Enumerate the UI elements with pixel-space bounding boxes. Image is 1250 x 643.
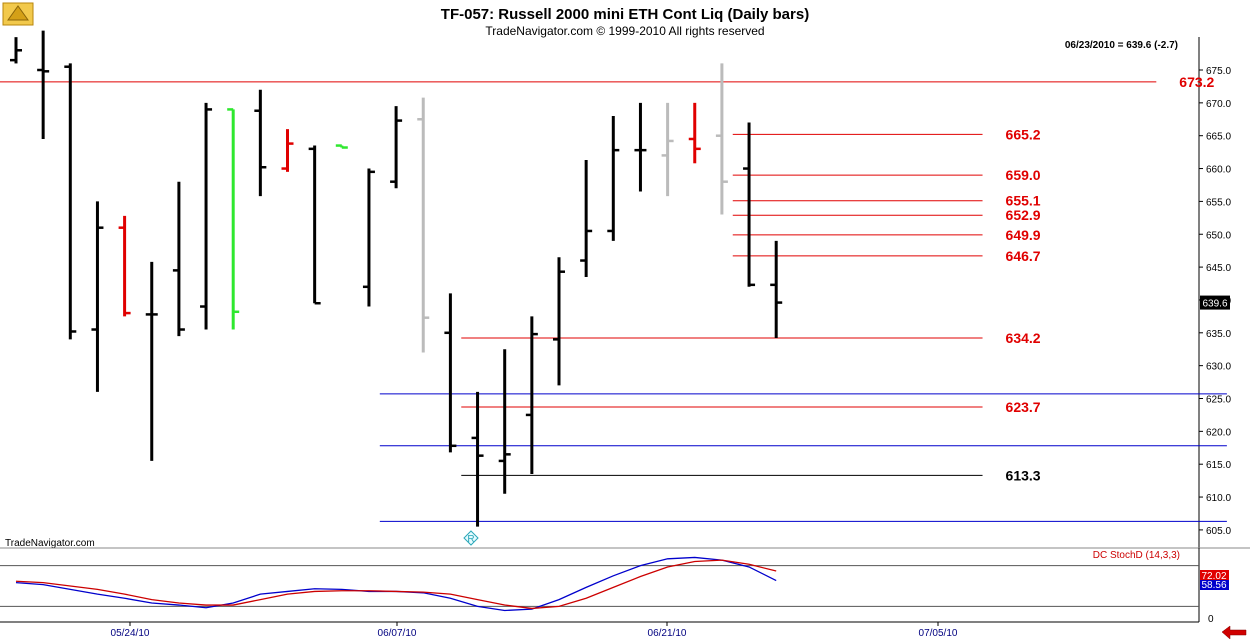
ohlc-bar [37, 30, 50, 139]
ohlc-bar [172, 181, 185, 337]
level-label: 652.9 [1006, 207, 1041, 223]
ohlc-bar [553, 257, 565, 386]
ohlc-bar [444, 293, 457, 453]
ohlc-bar [607, 115, 620, 241]
y-tick-label: 605.0 [1206, 526, 1231, 537]
ohlc-bar [743, 122, 756, 287]
ohlc-bar [200, 102, 213, 330]
ohlc-bar [254, 89, 267, 197]
y-tick-label: 625.0 [1206, 395, 1231, 406]
ohlc-bar [634, 102, 647, 192]
indicator-value-tags: 72.02 58.56 [1200, 570, 1229, 591]
stochastic-indicator [0, 556, 1199, 612]
chart-title: TF-057: Russell 2000 mini ETH Cont Liq (… [441, 6, 809, 23]
indicator-scale-zero: 0 [1208, 614, 1214, 625]
y-tick-label: 645.0 [1206, 263, 1231, 274]
ohlc-bar [335, 144, 348, 149]
ohlc-bar [91, 201, 104, 392]
chart-subtitle: TradeNavigator.com © 1999-2010 All right… [485, 24, 764, 38]
x-axis-labels: 05/24/10 06/07/10 06/21/10 07/05/10 [111, 622, 958, 639]
y-tick-label: 635.0 [1206, 329, 1231, 340]
y-tick-label: 660.0 [1206, 165, 1231, 176]
ohlc-bar [362, 168, 375, 307]
last-price-tag: 639.6 [1200, 295, 1230, 310]
level-label: 673.2 [1179, 74, 1214, 90]
y-tick-label: 675.0 [1206, 66, 1231, 77]
ohlc-bar [525, 316, 538, 475]
y-tick-label: 655.0 [1206, 197, 1231, 208]
level-label: 634.2 [1006, 330, 1041, 346]
ohlc-bar [118, 215, 131, 317]
level-label: 649.9 [1006, 227, 1041, 243]
price-bars [10, 30, 783, 527]
logo-icon [2, 2, 34, 26]
ohlc-bar [770, 240, 783, 339]
x-tick-label: 06/07/10 [378, 628, 417, 639]
level-label: 613.3 [1006, 467, 1041, 483]
ohlc-bar [661, 102, 674, 197]
level-label: 659.0 [1006, 167, 1041, 183]
indicator-series-line [15, 559, 777, 610]
indicator-value-1: 72.02 [1201, 571, 1226, 582]
ohlc-bar [390, 106, 403, 189]
ohlc-bar [688, 102, 701, 164]
ohlc-bar [145, 261, 158, 461]
y-tick-label: 630.0 [1206, 362, 1231, 373]
y-tick-label: 615.0 [1206, 460, 1231, 471]
ohlc-bar [471, 391, 484, 527]
y-tick-label: 610.0 [1206, 493, 1231, 504]
level-label: 655.1 [1006, 193, 1041, 209]
svg-text:R: R [467, 534, 474, 545]
x-tick-label: 05/24/10 [111, 628, 150, 639]
watermark: TradeNavigator.com [5, 538, 95, 549]
ohlc-bar [281, 129, 294, 172]
y-tick-label: 620.0 [1206, 427, 1231, 438]
ohlc-bar [10, 37, 22, 64]
ohlc-bar [417, 97, 430, 353]
y-tick-label: 665.0 [1206, 132, 1231, 143]
last-price-label: 639.6 [1202, 299, 1227, 310]
y-tick-label: 670.0 [1206, 99, 1231, 110]
last-quote: 06/23/2010 = 639.6 (-2.7) [1065, 40, 1178, 51]
indicator-title: DC StochD (14,3,3) [1093, 550, 1180, 561]
scroll-left-arrow-icon[interactable] [1221, 625, 1247, 640]
ohlc-bar [64, 63, 77, 340]
x-tick-label: 06/21/10 [648, 628, 687, 639]
indicator-value-2: 58.56 [1201, 580, 1226, 591]
level-label: 646.7 [1006, 248, 1041, 264]
ohlc-bar [498, 349, 511, 494]
ohlc-bar [715, 63, 728, 215]
x-tick-label: 07/05/10 [919, 628, 958, 639]
ohlc-bar [580, 160, 593, 277]
ohlc-bar [308, 145, 321, 305]
level-label: 665.2 [1006, 126, 1041, 142]
level-label: 623.7 [1006, 399, 1041, 415]
ohlc-bar [227, 108, 240, 330]
news-marker-icon[interactable]: R [463, 530, 479, 546]
y-tick-label: 650.0 [1206, 230, 1231, 241]
